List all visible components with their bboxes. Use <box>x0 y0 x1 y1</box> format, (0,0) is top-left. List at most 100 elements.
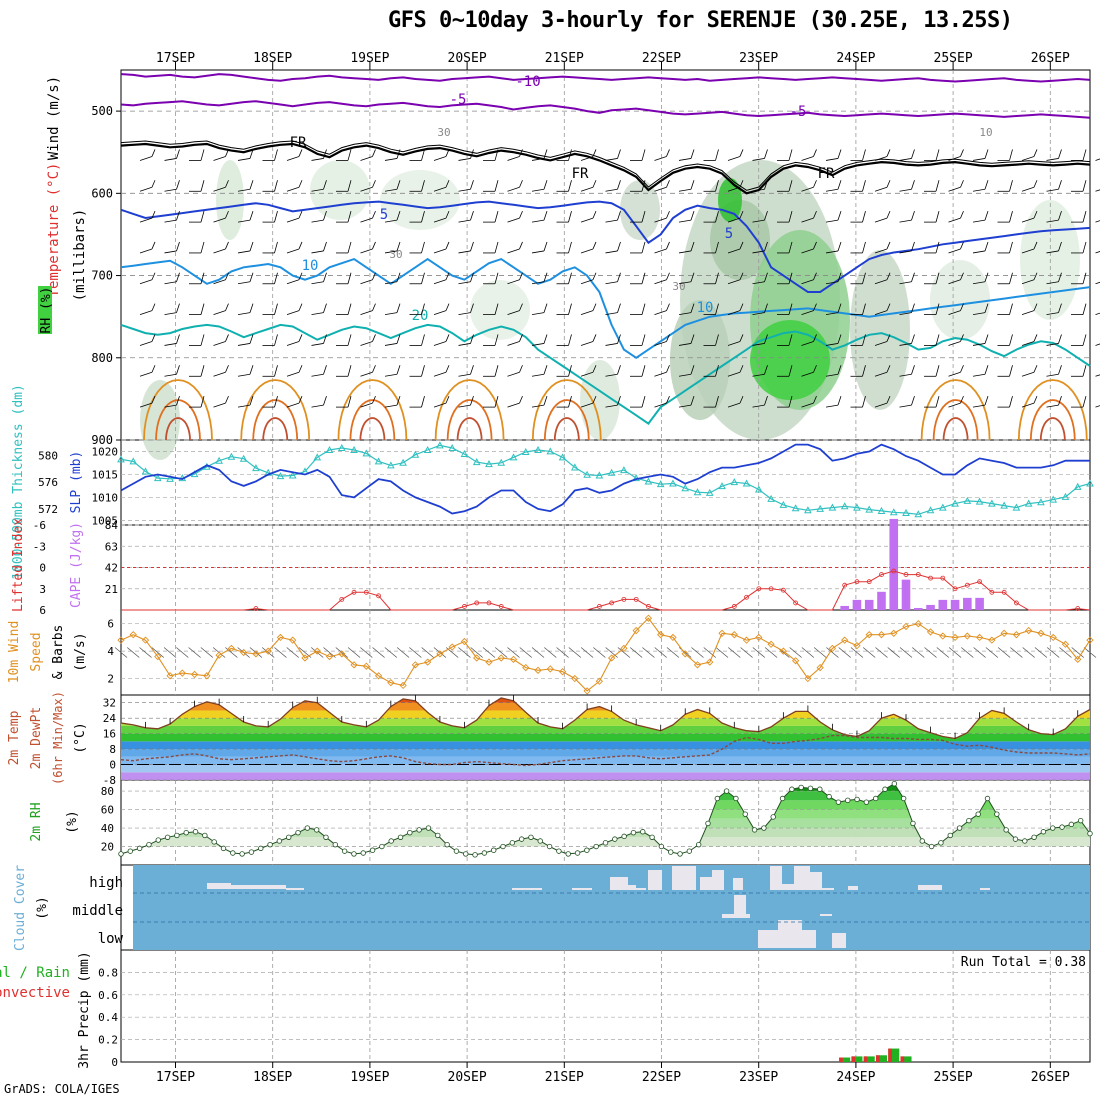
wind10m-barb <box>421 647 434 658</box>
wind-barb <box>899 188 912 192</box>
wind-barb <box>433 156 447 161</box>
wind-speed-point <box>890 629 898 637</box>
li-point <box>940 575 946 581</box>
wind-barb-flag <box>543 334 548 344</box>
rh-point <box>239 851 245 857</box>
cloud-block <box>734 895 746 917</box>
wind-barb-flag <box>715 303 719 315</box>
precip-bar-convective <box>863 1056 868 1062</box>
wind-speed-point <box>473 654 481 662</box>
wind-barb-flag <box>225 365 229 373</box>
wind10m-barb <box>654 647 667 658</box>
wind-barb <box>972 343 986 346</box>
wind-speed-point <box>240 648 248 657</box>
wind10m-barb <box>862 647 876 658</box>
wind-barb-flag <box>592 180 597 188</box>
wind-speed-point <box>865 631 873 639</box>
thickness-point <box>914 510 923 518</box>
wind10m-barb <box>740 647 753 658</box>
wind-barb <box>580 402 594 408</box>
wind-barb-flag <box>592 395 597 404</box>
wind-barb-flag <box>445 210 450 219</box>
wind10m-barb <box>163 647 177 658</box>
wind-barb <box>801 402 814 408</box>
wind-barb-flag <box>1033 272 1038 280</box>
wind-speed-point <box>558 668 567 676</box>
wind-barb <box>1095 158 1100 161</box>
wind-barb <box>727 186 741 192</box>
thickness-point <box>129 457 138 465</box>
wind-barb-flag <box>984 241 989 252</box>
date-label-top: 21SEP <box>545 51 584 66</box>
wind-barb-flag <box>886 180 891 188</box>
wind-barb-flag <box>347 334 352 346</box>
wind-barb <box>1021 402 1035 408</box>
wind10m-barb <box>494 647 508 658</box>
wind-barb <box>507 156 520 161</box>
wind-speed-point <box>1061 640 1070 648</box>
wind-barb-flag <box>1009 334 1013 346</box>
wind10m-barb <box>728 647 741 658</box>
date-label-top: 23SEP <box>739 51 778 66</box>
cape-bar <box>913 607 923 610</box>
wind-barb <box>801 279 814 285</box>
wind-barb-flag <box>1082 180 1087 192</box>
pressure-tick-label: 500 <box>91 104 113 118</box>
wind-speed-point <box>607 654 616 662</box>
li-point <box>903 572 909 577</box>
rh-point <box>416 827 422 833</box>
precip-bar-rain <box>863 1056 875 1062</box>
li-point <box>1075 606 1081 611</box>
wind-barb-flag <box>323 180 327 190</box>
cloud-block <box>672 866 696 890</box>
wind10m-barb <box>310 647 324 658</box>
rh-point <box>537 838 543 844</box>
wind-barb <box>948 217 961 223</box>
cloud-layer-label-low: low <box>98 931 124 947</box>
rh-point <box>435 832 441 839</box>
wind-barb <box>360 402 373 408</box>
li-point <box>498 604 504 609</box>
wind-barb <box>139 248 153 254</box>
rh-point <box>1012 836 1019 842</box>
cloud-block <box>636 888 646 890</box>
wind-speed-point <box>374 672 383 680</box>
wind10m-barb <box>850 647 864 658</box>
wind-barb <box>1046 281 1059 285</box>
wind-barb-flag <box>176 365 180 375</box>
wind-barb-flag <box>641 241 646 254</box>
wind-barb-flag <box>886 365 891 373</box>
wind-barb-flag <box>470 272 474 282</box>
cape-bar <box>975 597 984 610</box>
thickness-point <box>865 505 874 513</box>
wind-barb <box>237 188 251 192</box>
isotherm-warm <box>543 399 590 441</box>
wind-barb-flag <box>690 334 695 344</box>
rh-point <box>966 817 972 824</box>
wind-speed-point <box>755 633 763 642</box>
li-point <box>633 596 639 602</box>
wind-speed-point <box>1037 629 1045 637</box>
rh-point <box>1050 825 1056 831</box>
wind-barb-flag <box>960 149 964 157</box>
wind-barb <box>507 310 520 315</box>
wind-barb <box>825 373 839 377</box>
wind-barb <box>311 373 324 377</box>
thickness-point <box>166 474 174 482</box>
wind-barb <box>1021 217 1035 223</box>
wind10m-barb <box>372 647 385 658</box>
wind-barb-flag <box>813 303 817 311</box>
wind-barb-flag <box>764 210 768 221</box>
li-point <box>744 594 749 600</box>
wind-barb <box>801 341 814 346</box>
cloud-block <box>832 933 846 948</box>
wind-barb-flag <box>862 241 866 254</box>
run-total-label: Run Total = 0.38 <box>961 955 1086 970</box>
wind-barb <box>360 156 373 161</box>
cape-bar <box>963 597 972 610</box>
wind-speed-point <box>166 672 174 680</box>
rh-point <box>211 839 217 845</box>
wind-barb-flag <box>323 303 327 313</box>
wind-barb-flag <box>519 365 523 373</box>
li-point <box>339 596 345 602</box>
